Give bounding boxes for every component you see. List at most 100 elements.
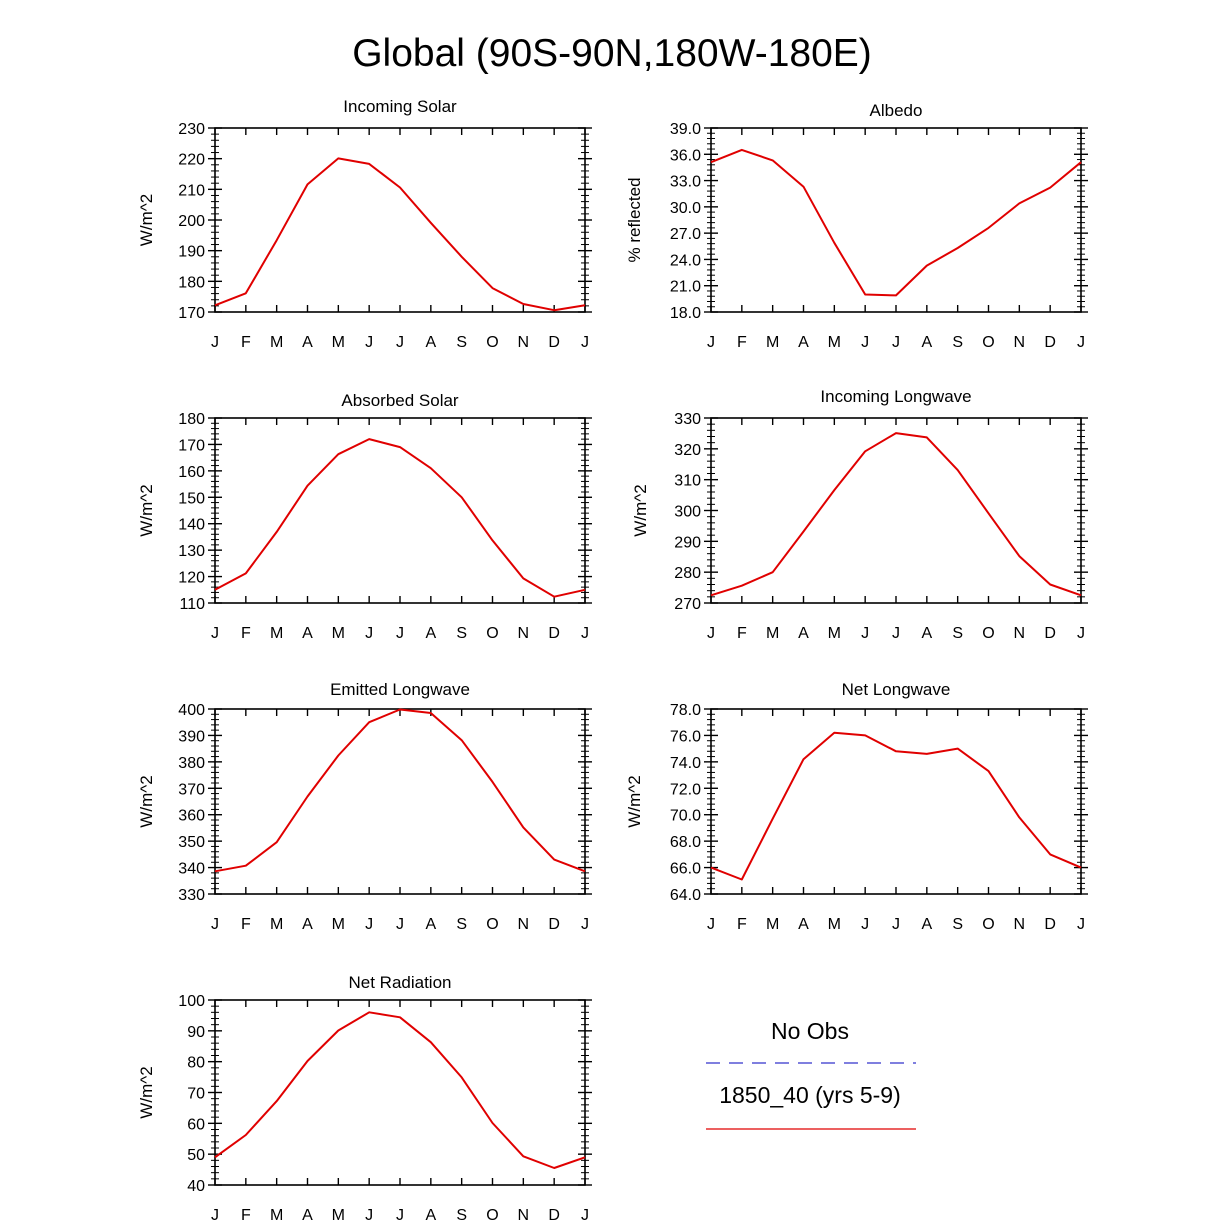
y-tick-label: 33.0 — [670, 174, 701, 191]
y-tick-label: 100 — [178, 993, 205, 1010]
x-tick-label: N — [1014, 625, 1026, 642]
x-tick-label: F — [241, 1207, 251, 1222]
y-tick-label: 220 — [178, 152, 205, 169]
panel-title: Absorbed Solar — [341, 391, 459, 410]
y-axis-label: W/m^2 — [137, 484, 156, 536]
panel-albedo: Albedo % reflected J F M A M J J A S O N D J 18.0 21.0 24… — [625, 101, 1088, 351]
x-tick-label: O — [486, 1207, 498, 1222]
x-tick-label: F — [241, 916, 251, 933]
x-tick-label: M — [828, 334, 841, 351]
series-line-1850-40-yrs-5-9 — [214, 157, 586, 312]
panel-title: Albedo — [870, 101, 923, 120]
x-tick-label: F — [737, 334, 747, 351]
y-tick-label: 40 — [187, 1178, 205, 1195]
x-tick-label: S — [456, 916, 467, 933]
y-tick-label: 150 — [178, 490, 205, 507]
series-line-1850-40-yrs-5-9 — [214, 438, 586, 598]
x-tick-label: A — [921, 625, 932, 642]
x-tick-label: J — [707, 625, 715, 642]
y-tick-label: 190 — [178, 244, 205, 261]
y-tick-label: 90 — [187, 1024, 205, 1041]
x-tick-label: M — [332, 334, 345, 351]
x-tick-label: N — [1014, 916, 1026, 933]
x-tick-label: F — [241, 334, 251, 351]
legend: No Obs 1850_40 (yrs 5-9) — [706, 1018, 916, 1130]
x-tick-label: A — [302, 625, 313, 642]
x-tick-label: O — [486, 916, 498, 933]
y-tick-label: 210 — [178, 182, 205, 199]
plot-frame — [710, 708, 1082, 895]
series-line-1850-40-yrs-5-9 — [710, 731, 1082, 881]
x-tick-label: J — [396, 625, 404, 642]
x-tick-label: S — [456, 334, 467, 351]
y-tick-label: 74.0 — [670, 755, 701, 772]
x-tick-label: A — [302, 334, 313, 351]
y-tick-label: 360 — [178, 808, 205, 825]
y-tick-label: 64.0 — [670, 887, 701, 904]
x-tick-label: J — [1077, 625, 1085, 642]
legend-label-no-obs: No Obs — [771, 1018, 849, 1044]
panel-incoming-longwave: Incoming Longwave W/m^2 J F M A M J J A S O N D J 270 28… — [631, 387, 1088, 642]
panel-title: Net Radiation — [348, 973, 451, 992]
x-tick-label: S — [456, 625, 467, 642]
y-tick-label: 230 — [178, 121, 205, 138]
panel-title: Net Longwave — [842, 680, 951, 699]
panel-net-radiation: Net Radiation W/m^2 J F M A M J J A S O N D J 40 50 60 70 8… — [137, 973, 592, 1222]
y-tick-label: 36.0 — [670, 147, 701, 164]
y-tick-label: 18.0 — [670, 305, 701, 322]
x-tick-label: D — [1044, 625, 1056, 642]
x-tick-label: J — [211, 334, 219, 351]
y-tick-label: 66.0 — [670, 861, 701, 878]
y-tick-label: 76.0 — [670, 728, 701, 745]
y-tick-label: 80 — [187, 1055, 205, 1072]
y-tick-label: 180 — [178, 274, 205, 291]
x-tick-label: A — [798, 916, 809, 933]
x-tick-label: N — [518, 625, 530, 642]
y-axis-label: W/m^2 — [137, 194, 156, 246]
x-tick-label: A — [921, 334, 932, 351]
y-axis-label: W/m^2 — [631, 484, 650, 536]
panel-title: Emitted Longwave — [330, 680, 470, 699]
x-tick-label: M — [828, 916, 841, 933]
x-tick-label: J — [396, 916, 404, 933]
y-tick-label: 330 — [178, 887, 205, 904]
x-tick-label: A — [425, 916, 436, 933]
panel-net-longwave: Net Longwave W/m^2 J F M A M J J A S O N D J 64.0 66.0 68… — [625, 680, 1088, 933]
x-tick-label: J — [396, 1207, 404, 1222]
series-line-1850-40-yrs-5-9 — [214, 1011, 586, 1169]
y-axis-label: % reflected — [625, 177, 644, 262]
x-tick-label: J — [1077, 334, 1085, 351]
x-tick-label: N — [518, 916, 530, 933]
x-tick-label: A — [302, 916, 313, 933]
x-tick-label: A — [425, 334, 436, 351]
y-tick-label: 380 — [178, 755, 205, 772]
plot-frame — [710, 127, 1082, 313]
series-line-1850-40-yrs-5-9 — [710, 148, 1082, 297]
x-tick-label: M — [766, 625, 779, 642]
panel-emitted-longwave: Emitted Longwave W/m^2 J F M A M J J A S O N D J 330 340… — [137, 680, 592, 933]
y-tick-label: 280 — [674, 565, 701, 582]
x-tick-label: J — [892, 625, 900, 642]
x-tick-label: J — [581, 625, 589, 642]
y-tick-label: 300 — [674, 504, 701, 521]
x-tick-label: F — [241, 625, 251, 642]
x-tick-label: J — [861, 916, 869, 933]
panel-title: Incoming Solar — [343, 97, 457, 116]
x-tick-label: J — [396, 334, 404, 351]
x-tick-label: F — [737, 916, 747, 933]
x-tick-label: J — [581, 1207, 589, 1222]
x-tick-label: F — [737, 625, 747, 642]
x-tick-label: M — [270, 1207, 283, 1222]
x-tick-label: S — [952, 625, 963, 642]
x-tick-label: O — [982, 334, 994, 351]
y-tick-label: 21.0 — [670, 279, 701, 296]
x-tick-label: O — [486, 625, 498, 642]
legend-label-model: 1850_40 (yrs 5-9) — [719, 1082, 901, 1108]
x-tick-label: M — [766, 334, 779, 351]
y-axis-label: W/m^2 — [137, 775, 156, 827]
panel-title: Incoming Longwave — [820, 387, 971, 406]
x-tick-label: S — [952, 916, 963, 933]
figure-title: Global (90S-90N,180W-180E) — [352, 32, 872, 75]
y-tick-label: 68.0 — [670, 834, 701, 851]
x-tick-label: J — [1077, 916, 1085, 933]
